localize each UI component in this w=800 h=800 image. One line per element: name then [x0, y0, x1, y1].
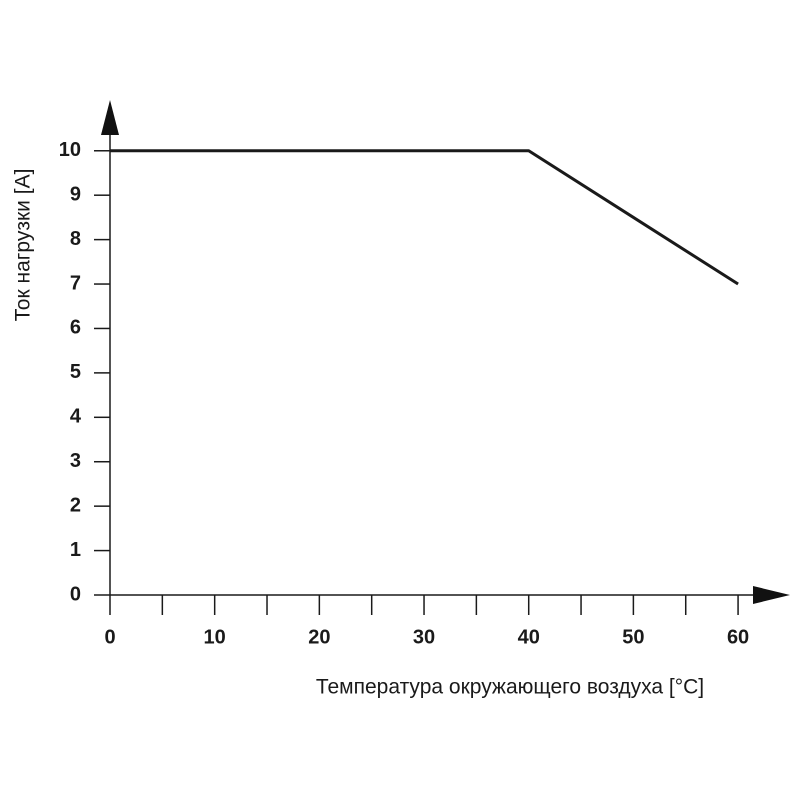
y-tick-label: 6 [70, 317, 81, 339]
x-tick-label: 40 [518, 626, 540, 648]
data-line [110, 149, 739, 286]
y-axis-title: Ток нагрузки [A] [12, 169, 35, 322]
y-tick-label: 3 [70, 450, 81, 472]
x-tick-label: 0 [104, 626, 115, 648]
y-tick-label: 7 [70, 272, 81, 294]
x-tick-label: 50 [622, 626, 644, 648]
x-tick-label: 10 [204, 626, 226, 648]
y-tick-label: 0 [70, 583, 81, 605]
x-tick-label: 30 [413, 626, 435, 648]
y-tick-label: 5 [70, 361, 81, 383]
x-axis-title: Температура окружающего воздуха [°C] [316, 676, 704, 699]
y-tick-label: 1 [70, 539, 81, 561]
y-axis-arrow [101, 100, 119, 135]
x-axis-arrow [753, 586, 790, 604]
y-tick-label: 9 [70, 183, 81, 205]
y-tick-label: 4 [70, 406, 82, 428]
x-tick-label: 60 [727, 626, 749, 648]
y-tick-label: 2 [70, 494, 81, 516]
y-tick-label: 8 [70, 228, 81, 250]
y-tick-label: 10 [59, 139, 81, 161]
x-tick-label: 20 [308, 626, 330, 648]
